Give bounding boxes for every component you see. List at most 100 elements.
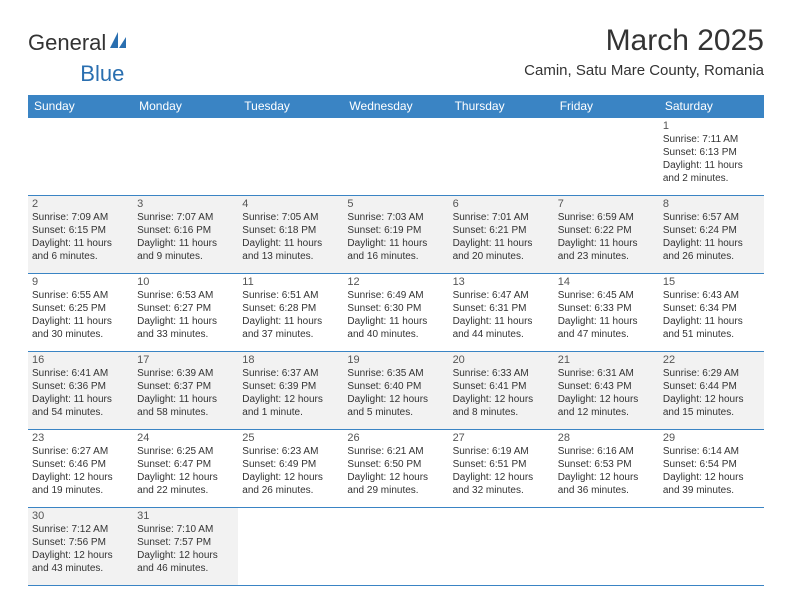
- day-info: Sunrise: 6:16 AMSunset: 6:53 PMDaylight:…: [558, 445, 655, 497]
- sunrise-text: Sunrise: 6:25 AM: [137, 445, 234, 458]
- day-number: 20: [453, 354, 550, 366]
- daylight-text: Daylight: 12 hours and 29 minutes.: [347, 471, 444, 497]
- calendar-week: 16Sunrise: 6:41 AMSunset: 6:36 PMDayligh…: [28, 352, 764, 430]
- day-cell: 11Sunrise: 6:51 AMSunset: 6:28 PMDayligh…: [238, 274, 343, 352]
- sunset-text: Sunset: 6:36 PM: [32, 380, 129, 393]
- daylight-text: Daylight: 12 hours and 36 minutes.: [558, 471, 655, 497]
- sunset-text: Sunset: 6:53 PM: [558, 458, 655, 471]
- sunset-text: Sunset: 6:15 PM: [32, 224, 129, 237]
- day-cell: 6Sunrise: 7:01 AMSunset: 6:21 PMDaylight…: [449, 196, 554, 274]
- day-cell: 23Sunrise: 6:27 AMSunset: 6:46 PMDayligh…: [28, 430, 133, 508]
- day-info: Sunrise: 7:01 AMSunset: 6:21 PMDaylight:…: [453, 211, 550, 263]
- day-number: 3: [137, 198, 234, 210]
- day-number: 4: [242, 198, 339, 210]
- sunrise-text: Sunrise: 6:59 AM: [558, 211, 655, 224]
- day-info: Sunrise: 6:25 AMSunset: 6:47 PMDaylight:…: [137, 445, 234, 497]
- day-cell: 2Sunrise: 7:09 AMSunset: 6:15 PMDaylight…: [28, 196, 133, 274]
- empty-cell: [554, 508, 659, 586]
- day-info: Sunrise: 6:55 AMSunset: 6:25 PMDaylight:…: [32, 289, 129, 341]
- sunset-text: Sunset: 7:57 PM: [137, 536, 234, 549]
- day-number: 11: [242, 276, 339, 288]
- sunrise-text: Sunrise: 6:51 AM: [242, 289, 339, 302]
- sunrise-text: Sunrise: 6:49 AM: [347, 289, 444, 302]
- brand-part1: General: [28, 30, 106, 56]
- day-number: 27: [453, 432, 550, 444]
- sunrise-text: Sunrise: 6:14 AM: [663, 445, 760, 458]
- empty-cell: [449, 508, 554, 586]
- daylight-text: Daylight: 11 hours and 2 minutes.: [663, 159, 760, 185]
- day-cell: 15Sunrise: 6:43 AMSunset: 6:34 PMDayligh…: [659, 274, 764, 352]
- day-info: Sunrise: 7:09 AMSunset: 6:15 PMDaylight:…: [32, 211, 129, 263]
- sunrise-text: Sunrise: 6:43 AM: [663, 289, 760, 302]
- sunrise-text: Sunrise: 6:55 AM: [32, 289, 129, 302]
- day-number: 5: [347, 198, 444, 210]
- sunset-text: Sunset: 7:56 PM: [32, 536, 129, 549]
- day-cell: 22Sunrise: 6:29 AMSunset: 6:44 PMDayligh…: [659, 352, 764, 430]
- sunrise-text: Sunrise: 7:01 AM: [453, 211, 550, 224]
- day-cell: 4Sunrise: 7:05 AMSunset: 6:18 PMDaylight…: [238, 196, 343, 274]
- day-header: Wednesday: [343, 95, 448, 118]
- sunrise-text: Sunrise: 6:57 AM: [663, 211, 760, 224]
- day-cell: 20Sunrise: 6:33 AMSunset: 6:41 PMDayligh…: [449, 352, 554, 430]
- empty-cell: [554, 118, 659, 196]
- daylight-text: Daylight: 11 hours and 44 minutes.: [453, 315, 550, 341]
- daylight-text: Daylight: 12 hours and 26 minutes.: [242, 471, 339, 497]
- sunset-text: Sunset: 6:13 PM: [663, 146, 760, 159]
- day-info: Sunrise: 7:11 AMSunset: 6:13 PMDaylight:…: [663, 133, 760, 185]
- day-info: Sunrise: 7:05 AMSunset: 6:18 PMDaylight:…: [242, 211, 339, 263]
- day-info: Sunrise: 7:03 AMSunset: 6:19 PMDaylight:…: [347, 211, 444, 263]
- empty-cell: [238, 118, 343, 196]
- day-info: Sunrise: 6:49 AMSunset: 6:30 PMDaylight:…: [347, 289, 444, 341]
- day-info: Sunrise: 6:14 AMSunset: 6:54 PMDaylight:…: [663, 445, 760, 497]
- empty-cell: [343, 118, 448, 196]
- calendar-week: 23Sunrise: 6:27 AMSunset: 6:46 PMDayligh…: [28, 430, 764, 508]
- location-text: Camin, Satu Mare County, Romania: [524, 62, 764, 79]
- sunset-text: Sunset: 6:49 PM: [242, 458, 339, 471]
- empty-cell: [449, 118, 554, 196]
- daylight-text: Daylight: 12 hours and 22 minutes.: [137, 471, 234, 497]
- daylight-text: Daylight: 11 hours and 33 minutes.: [137, 315, 234, 341]
- calendar-week: 9Sunrise: 6:55 AMSunset: 6:25 PMDaylight…: [28, 274, 764, 352]
- day-cell: 19Sunrise: 6:35 AMSunset: 6:40 PMDayligh…: [343, 352, 448, 430]
- daylight-text: Daylight: 11 hours and 13 minutes.: [242, 237, 339, 263]
- daylight-text: Daylight: 11 hours and 9 minutes.: [137, 237, 234, 263]
- day-number: 13: [453, 276, 550, 288]
- sunset-text: Sunset: 6:40 PM: [347, 380, 444, 393]
- sunrise-text: Sunrise: 7:09 AM: [32, 211, 129, 224]
- day-header: Tuesday: [238, 95, 343, 118]
- day-info: Sunrise: 6:19 AMSunset: 6:51 PMDaylight:…: [453, 445, 550, 497]
- daylight-text: Daylight: 11 hours and 51 minutes.: [663, 315, 760, 341]
- daylight-text: Daylight: 11 hours and 40 minutes.: [347, 315, 444, 341]
- day-cell: 26Sunrise: 6:21 AMSunset: 6:50 PMDayligh…: [343, 430, 448, 508]
- daylight-text: Daylight: 12 hours and 5 minutes.: [347, 393, 444, 419]
- calendar-grid: SundayMondayTuesdayWednesdayThursdayFrid…: [28, 95, 764, 586]
- calendar-header: SundayMondayTuesdayWednesdayThursdayFrid…: [28, 95, 764, 118]
- sunset-text: Sunset: 6:50 PM: [347, 458, 444, 471]
- daylight-text: Daylight: 12 hours and 46 minutes.: [137, 549, 234, 575]
- day-cell: 27Sunrise: 6:19 AMSunset: 6:51 PMDayligh…: [449, 430, 554, 508]
- sunrise-text: Sunrise: 7:11 AM: [663, 133, 760, 146]
- daylight-text: Daylight: 12 hours and 1 minute.: [242, 393, 339, 419]
- day-header: Thursday: [449, 95, 554, 118]
- daylight-text: Daylight: 11 hours and 58 minutes.: [137, 393, 234, 419]
- day-info: Sunrise: 6:27 AMSunset: 6:46 PMDaylight:…: [32, 445, 129, 497]
- brand-part2: Blue: [80, 61, 124, 87]
- sunrise-text: Sunrise: 6:31 AM: [558, 367, 655, 380]
- day-cell: 1Sunrise: 7:11 AMSunset: 6:13 PMDaylight…: [659, 118, 764, 196]
- day-info: Sunrise: 6:29 AMSunset: 6:44 PMDaylight:…: [663, 367, 760, 419]
- sunset-text: Sunset: 6:24 PM: [663, 224, 760, 237]
- day-cell: 28Sunrise: 6:16 AMSunset: 6:53 PMDayligh…: [554, 430, 659, 508]
- day-info: Sunrise: 6:41 AMSunset: 6:36 PMDaylight:…: [32, 367, 129, 419]
- sunset-text: Sunset: 6:54 PM: [663, 458, 760, 471]
- day-cell: 25Sunrise: 6:23 AMSunset: 6:49 PMDayligh…: [238, 430, 343, 508]
- day-number: 23: [32, 432, 129, 444]
- day-info: Sunrise: 6:59 AMSunset: 6:22 PMDaylight:…: [558, 211, 655, 263]
- sunrise-text: Sunrise: 7:03 AM: [347, 211, 444, 224]
- daylight-text: Daylight: 11 hours and 26 minutes.: [663, 237, 760, 263]
- day-info: Sunrise: 6:33 AMSunset: 6:41 PMDaylight:…: [453, 367, 550, 419]
- sunset-text: Sunset: 6:51 PM: [453, 458, 550, 471]
- title-block: March 2025 Camin, Satu Mare County, Roma…: [524, 24, 764, 79]
- day-cell: 8Sunrise: 6:57 AMSunset: 6:24 PMDaylight…: [659, 196, 764, 274]
- sunset-text: Sunset: 6:37 PM: [137, 380, 234, 393]
- sunset-text: Sunset: 6:39 PM: [242, 380, 339, 393]
